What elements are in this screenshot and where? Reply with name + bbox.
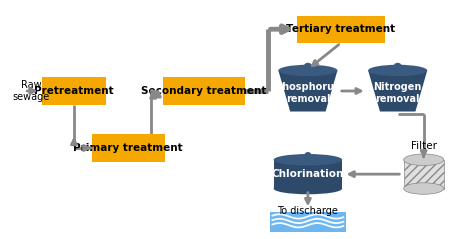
Ellipse shape xyxy=(403,183,444,194)
Text: Raw
sewage: Raw sewage xyxy=(12,80,50,102)
FancyBboxPatch shape xyxy=(297,16,385,43)
FancyBboxPatch shape xyxy=(273,160,342,189)
Text: Chlorination: Chlorination xyxy=(272,169,344,179)
Ellipse shape xyxy=(273,154,342,166)
Text: Filter: Filter xyxy=(410,141,437,151)
FancyBboxPatch shape xyxy=(403,160,444,189)
Ellipse shape xyxy=(304,152,312,159)
Ellipse shape xyxy=(368,65,427,76)
FancyBboxPatch shape xyxy=(91,134,165,162)
FancyBboxPatch shape xyxy=(270,212,346,232)
Ellipse shape xyxy=(273,183,342,194)
Text: To discharge: To discharge xyxy=(277,206,338,216)
Text: Nitrogen
removal: Nitrogen removal xyxy=(374,82,422,104)
Polygon shape xyxy=(278,71,337,112)
Text: Tertiary treatment: Tertiary treatment xyxy=(286,24,395,34)
FancyBboxPatch shape xyxy=(163,77,245,105)
Polygon shape xyxy=(368,71,427,112)
Ellipse shape xyxy=(278,65,337,76)
FancyBboxPatch shape xyxy=(42,77,106,105)
Text: Pretreatment: Pretreatment xyxy=(34,86,114,96)
Text: Phosphorus
removal: Phosphorus removal xyxy=(275,82,340,104)
Ellipse shape xyxy=(403,154,444,166)
Text: Primary treatment: Primary treatment xyxy=(73,143,183,153)
Ellipse shape xyxy=(304,63,312,70)
Text: Secondary treatment: Secondary treatment xyxy=(141,86,266,96)
Ellipse shape xyxy=(393,63,402,70)
